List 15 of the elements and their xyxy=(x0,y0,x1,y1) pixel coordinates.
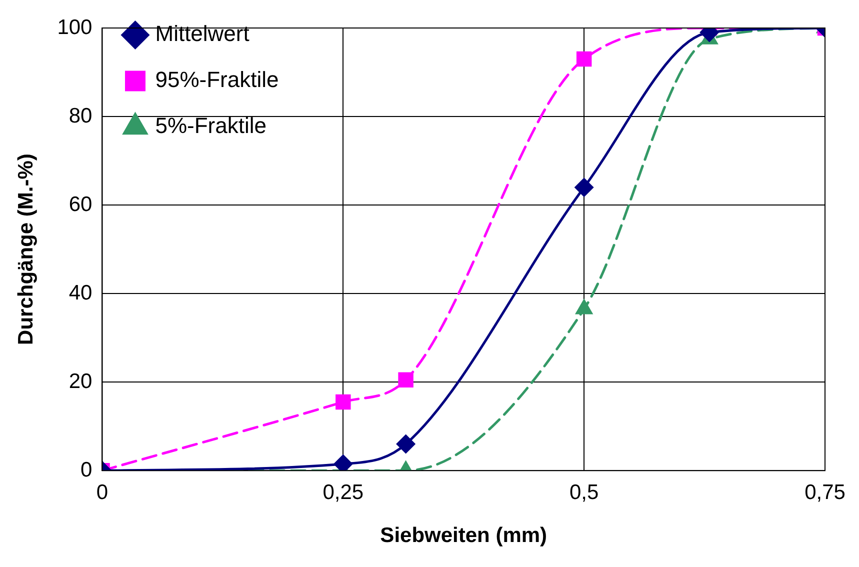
legend-label: 95%-Fraktile xyxy=(155,67,279,92)
x-tick-label: 0,25 xyxy=(322,480,364,504)
y-tick-label: 100 xyxy=(57,16,92,39)
y-axis-title: Durchgänge (M.-%) xyxy=(14,154,38,345)
legend-label: Mittelwert xyxy=(155,21,250,46)
x-tick-label: 0,75 xyxy=(804,480,846,504)
y-tick-label: 40 xyxy=(68,281,92,304)
y-tick-label: 20 xyxy=(68,370,92,393)
y-tick-label: 60 xyxy=(68,192,92,216)
x-axis-title: Siebweiten (mm) xyxy=(380,524,548,548)
y-tick-label: 0 xyxy=(80,458,92,482)
y-tick-label: 80 xyxy=(68,104,92,128)
legend-label: 5%-Fraktile xyxy=(155,113,266,138)
x-tick-label: 0,5 xyxy=(569,480,599,504)
x-tick-label: 0 xyxy=(96,480,108,504)
